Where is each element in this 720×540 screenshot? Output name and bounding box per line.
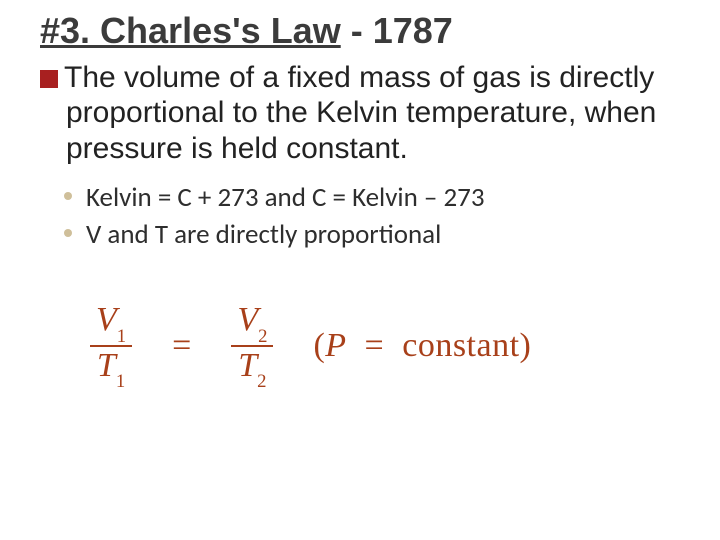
denominator: T1 [91, 347, 131, 391]
numerator: V1 [90, 301, 132, 345]
main-bullet-text: The volume of a fixed mass of gas is dir… [40, 60, 680, 166]
denominator: T2 [232, 347, 272, 391]
fraction-v1-t1: V1 T1 [90, 301, 132, 390]
dot-bullet-icon [64, 192, 72, 200]
var: V [237, 301, 258, 338]
subscript: 2 [257, 371, 266, 392]
paren-open: ( [313, 327, 325, 364]
subscript: 2 [258, 326, 267, 347]
slide: #3. Charles's Law - 1787 The volume of a… [0, 0, 720, 540]
var: V [96, 301, 117, 338]
list-item: V and T are directly proportional [64, 217, 680, 253]
var: T [97, 347, 116, 384]
subscript: 1 [117, 326, 126, 347]
equals-sign: = [172, 327, 191, 365]
paren-close: ) [520, 327, 532, 364]
pressure-constant: (P = constant) [313, 327, 531, 365]
equation-row: V1 T1 = V2 T2 (P = constant) [40, 301, 680, 390]
title-underlined: #3. Charles's Law [40, 10, 341, 51]
sub-item-text: Kelvin = C + 273 and C = Kelvin – 273 [86, 181, 485, 214]
numerator: V2 [231, 301, 273, 345]
slide-title: #3. Charles's Law - 1787 [40, 10, 680, 52]
main-bullet-block: The volume of a fixed mass of gas is dir… [40, 60, 680, 166]
var: T [238, 347, 257, 384]
dot-bullet-icon [64, 229, 72, 237]
sub-item-text: V and T are directly proportional [86, 218, 441, 251]
square-bullet-icon [40, 70, 58, 88]
equals-sign: = [365, 327, 385, 364]
subscript: 1 [116, 371, 125, 392]
list-item: Kelvin = C + 273 and C = Kelvin – 273 [64, 180, 680, 216]
title-rest: - 1787 [341, 10, 453, 51]
main-text-content: The volume of a fixed mass of gas is dir… [64, 61, 656, 165]
var-p: P [325, 327, 346, 364]
fraction-v2-t2: V2 T2 [231, 301, 273, 390]
sub-bullet-list: Kelvin = C + 273 and C = Kelvin – 273 V … [40, 180, 680, 253]
constant-word: constant [402, 327, 519, 364]
